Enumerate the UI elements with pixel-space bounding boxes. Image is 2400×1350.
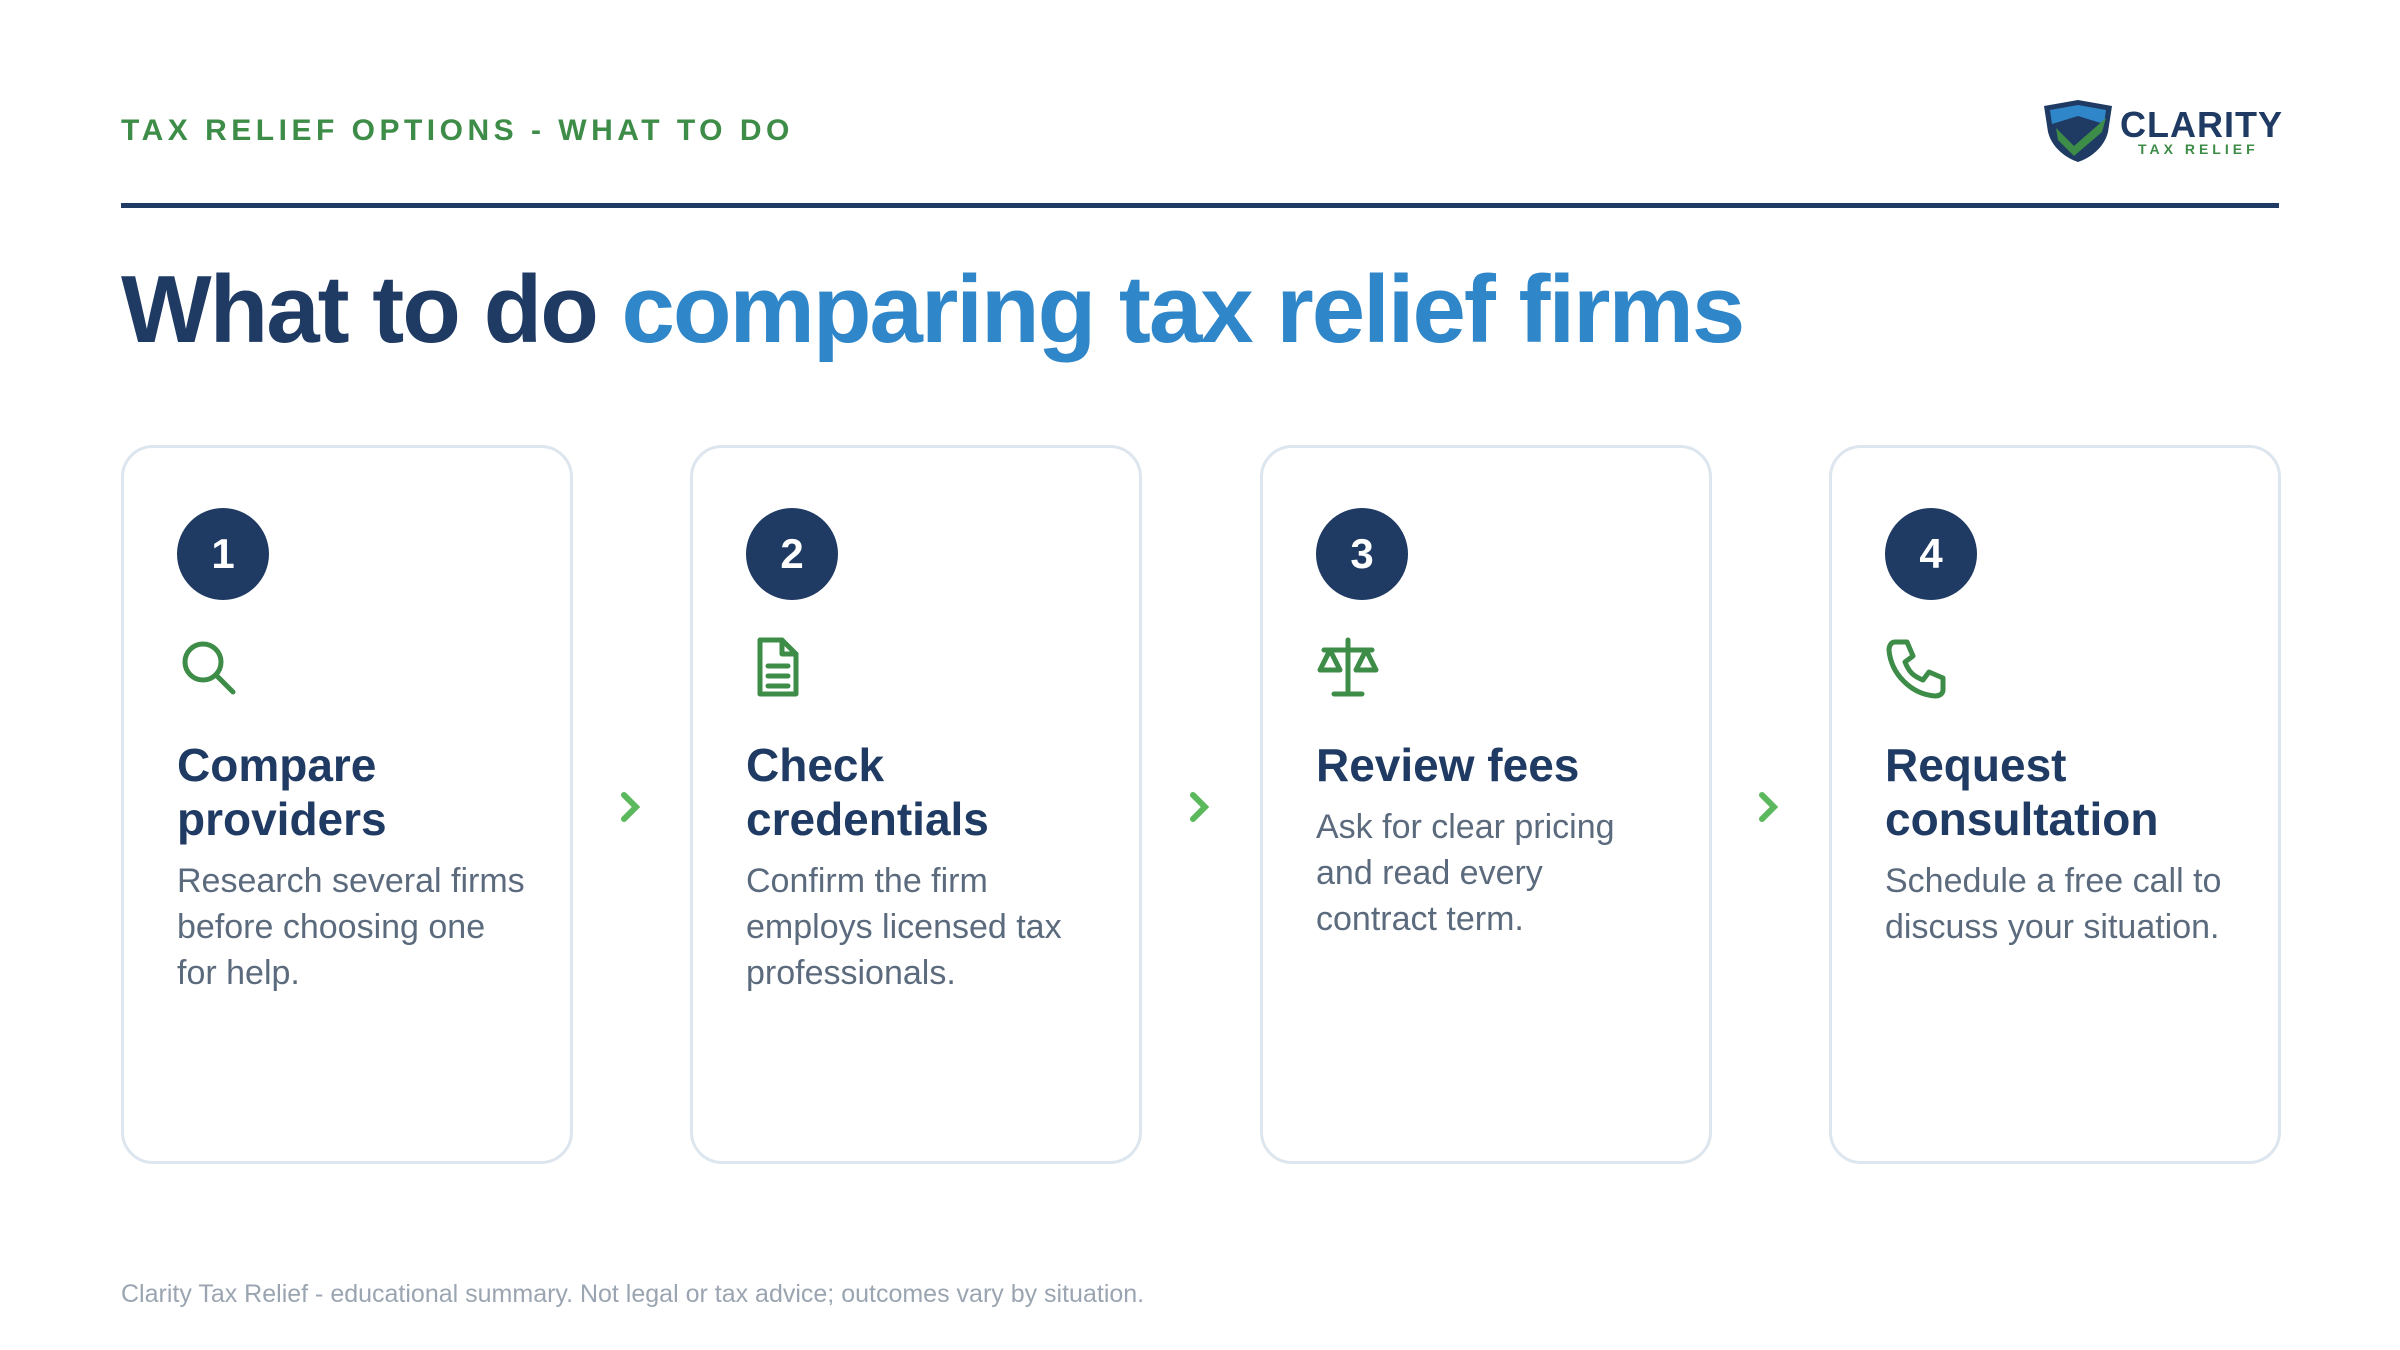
step-title: Check credentials [746, 739, 989, 845]
step-icon [1316, 636, 1380, 705]
icon [1886, 639, 1946, 699]
icon [182, 641, 236, 695]
step-description: Schedule a free call to discuss your sit… [1885, 862, 2222, 946]
footer-note: Clarity Tax Relief - educational summary… [121, 1280, 1145, 1308]
title-highlight: comparing tax relief firms [621, 256, 1746, 363]
step-card: 2 Check credentials Confirm the firm emplo… [690, 445, 1142, 1164]
logo-tagline: TAX RELIEF [2138, 141, 2259, 157]
logo-mark [2044, 100, 2112, 162]
step-number: 4 [1885, 508, 1977, 600]
header-rule [121, 203, 2279, 208]
step-icon [1885, 636, 1949, 705]
chevron [621, 792, 641, 822]
title-part: What to do [121, 256, 599, 363]
step-description: Research several firms before choosing o… [177, 862, 525, 992]
step-icon [177, 636, 241, 705]
step-card: 3 Review fees Ask for clear pricing and re… [1260, 445, 1712, 1164]
chevron [1190, 792, 1210, 822]
icon [757, 637, 799, 697]
icon [1317, 637, 1379, 697]
step-title: Review fees [1316, 739, 1580, 791]
step-number: 1 [177, 508, 269, 600]
step-card: 4 Request consultation Schedule a free cal… [1829, 445, 2281, 1164]
page-title: What to do comparing tax relief firms [121, 255, 1746, 365]
logo-name: CLARITY [2120, 104, 2283, 145]
step-description: Confirm the firm employs licensed tax pr… [746, 862, 1062, 992]
step-description: Ask for clear pricing and read every con… [1316, 808, 1615, 938]
chevron [1759, 792, 1779, 822]
step-number: 3 [1316, 508, 1408, 600]
step-title: Request consultation [1885, 739, 2159, 845]
step-number: 2 [746, 508, 838, 600]
step-icon [746, 636, 810, 705]
step-card: 1 Compare providers Research several firms… [121, 445, 573, 1164]
header-label: TAX RELIEF OPTIONS - WHAT TO DO [121, 114, 794, 147]
step-title: Compare providers [177, 739, 387, 845]
